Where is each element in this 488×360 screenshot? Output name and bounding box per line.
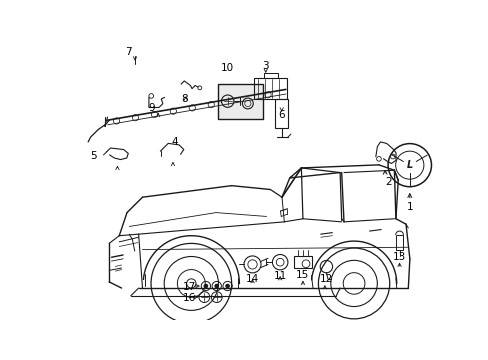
Text: 5: 5: [90, 151, 97, 161]
Text: L: L: [406, 160, 412, 170]
Text: 16: 16: [182, 293, 195, 303]
Circle shape: [214, 284, 219, 288]
Bar: [254, 78, 286, 99]
Text: 1: 1: [406, 202, 412, 212]
Text: 12: 12: [319, 274, 332, 284]
Bar: [293, 256, 311, 268]
Bar: [275, 99, 287, 128]
Text: 6: 6: [278, 110, 285, 120]
Text: 4: 4: [171, 138, 178, 148]
Circle shape: [225, 284, 229, 288]
Text: 2: 2: [384, 177, 391, 187]
Text: 13: 13: [392, 252, 406, 262]
Text: 7: 7: [125, 47, 132, 57]
Text: 17: 17: [182, 282, 195, 292]
Text: 15: 15: [296, 270, 309, 280]
Text: 10: 10: [221, 63, 234, 73]
Text: 3: 3: [262, 61, 268, 71]
Text: 11: 11: [273, 271, 286, 281]
Bar: [218, 84, 263, 119]
Text: 14: 14: [245, 274, 259, 284]
Circle shape: [203, 284, 208, 288]
Text: 8: 8: [181, 94, 187, 104]
Bar: [395, 235, 403, 250]
Text: 9: 9: [148, 103, 155, 113]
